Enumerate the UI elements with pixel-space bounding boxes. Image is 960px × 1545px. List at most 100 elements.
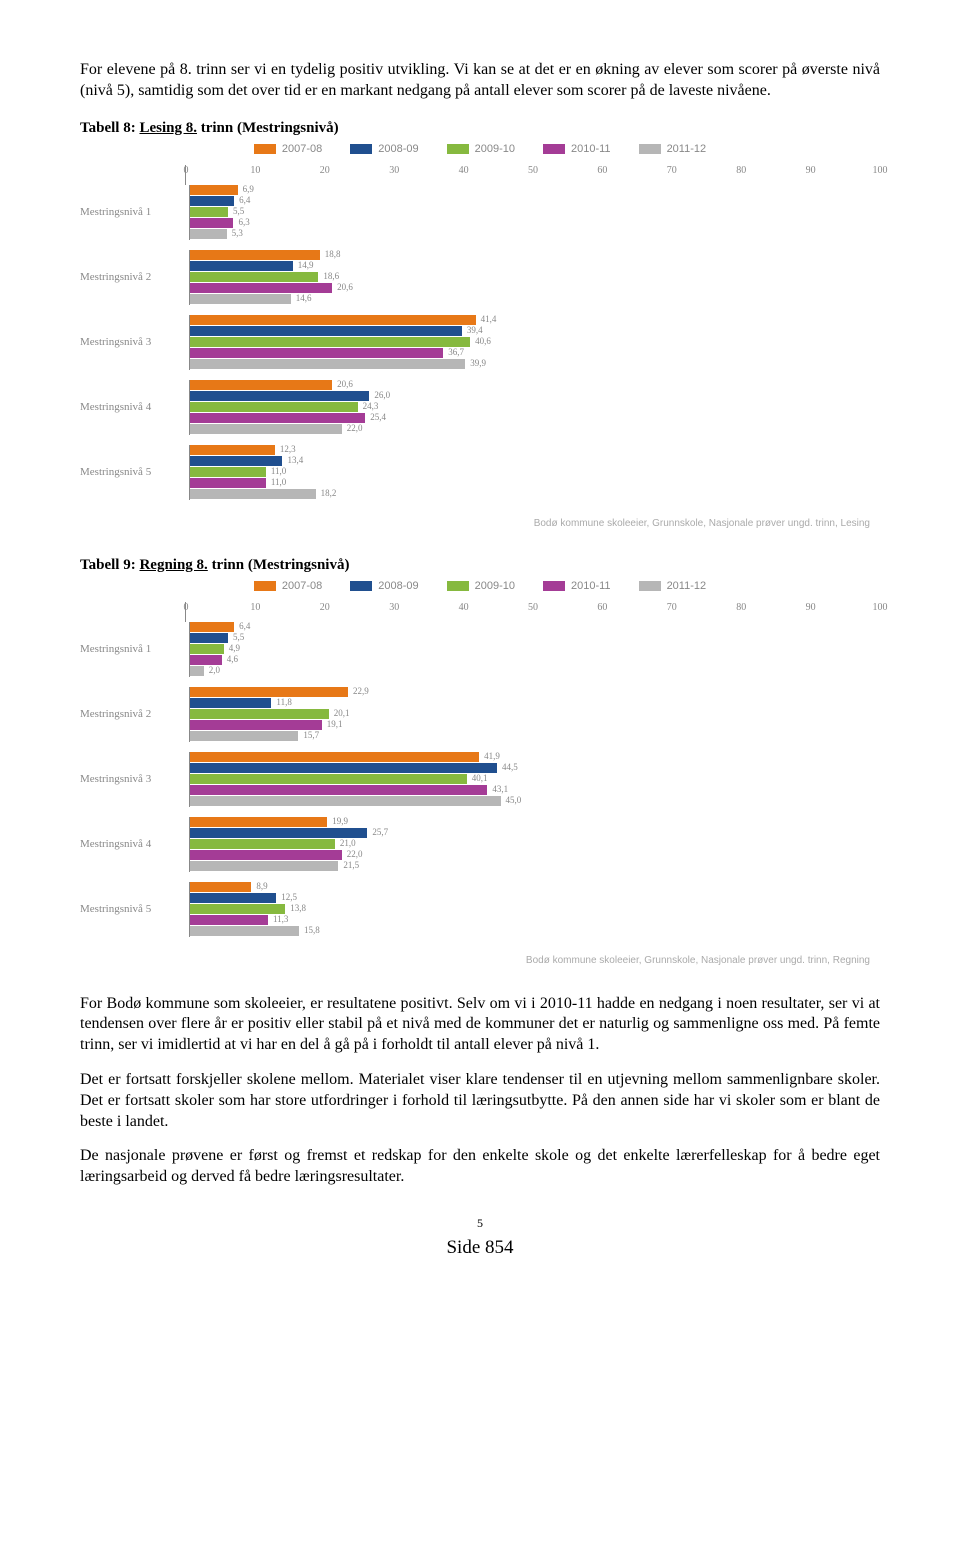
chart-source: Bodø kommune skoleeier, Grunnskole, Nasj… xyxy=(80,955,870,966)
body-paragraph-3: De nasjonale prøvene er først og fremst … xyxy=(80,1146,880,1188)
bar-row: 14,6 xyxy=(190,294,880,304)
legend-swatch xyxy=(447,581,469,591)
bar-row: 13,8 xyxy=(190,904,880,914)
chart-group: Mestringsnivå 512,313,411,011,018,2 xyxy=(80,445,880,500)
bar-value-label: 18,6 xyxy=(318,271,339,281)
axis-tick-label: 20 xyxy=(320,165,330,176)
bar xyxy=(190,250,320,260)
legend-item: 2007-08 xyxy=(254,580,322,592)
bar-value-label: 11,0 xyxy=(266,477,286,487)
x-axis: 0102030405060708090100 xyxy=(185,602,880,622)
bar-value-label: 11,0 xyxy=(266,466,286,476)
bar xyxy=(190,839,335,849)
bar-row: 21,0 xyxy=(190,839,880,849)
bar-value-label: 14,9 xyxy=(293,260,314,270)
legend-swatch xyxy=(543,144,565,154)
bar-row: 12,3 xyxy=(190,445,880,455)
bar-row: 40,6 xyxy=(190,337,880,347)
group-label: Mestringsnivå 2 xyxy=(80,708,189,720)
bar-row: 19,9 xyxy=(190,817,880,827)
bar xyxy=(190,785,487,795)
axis-tick-label: 10 xyxy=(250,165,260,176)
legend-label: 2009-10 xyxy=(475,580,515,592)
group-label: Mestringsnivå 4 xyxy=(80,838,189,850)
group-label: Mestringsnivå 4 xyxy=(80,401,189,413)
bar-value-label: 24,3 xyxy=(358,401,379,411)
chart-group: Mestringsnivå 218,814,918,620,614,6 xyxy=(80,250,880,305)
group-label: Mestringsnivå 3 xyxy=(80,773,189,785)
group-label: Mestringsnivå 1 xyxy=(80,643,189,655)
bar-value-label: 41,9 xyxy=(479,751,500,761)
bar-value-label: 40,1 xyxy=(467,773,488,783)
legend-label: 2011-12 xyxy=(667,143,707,155)
bar-value-label: 4,9 xyxy=(224,643,240,653)
legend-label: 2008-09 xyxy=(378,143,418,155)
bar-value-label: 11,8 xyxy=(271,697,291,707)
bar-row: 24,3 xyxy=(190,402,880,412)
bar xyxy=(190,326,462,336)
bar xyxy=(190,348,443,358)
group-label: Mestringsnivå 2 xyxy=(80,271,189,283)
bar-row: 6,4 xyxy=(190,196,880,206)
bar-row: 43,1 xyxy=(190,785,880,795)
axis-tick-label: 60 xyxy=(597,602,607,613)
bar-row: 41,4 xyxy=(190,315,880,325)
bar-value-label: 40,6 xyxy=(470,336,491,346)
bar xyxy=(190,861,338,871)
legend-item: 2010-11 xyxy=(543,580,611,592)
bar-row: 11,0 xyxy=(190,467,880,477)
axis-tick-label: 30 xyxy=(389,602,399,613)
bar xyxy=(190,633,228,643)
bar-row: 12,5 xyxy=(190,893,880,903)
legend-item: 2009-10 xyxy=(447,580,515,592)
axis-tick-label: 0 xyxy=(184,165,189,176)
legend-swatch xyxy=(639,581,661,591)
bar-value-label: 6,4 xyxy=(234,621,250,631)
bar-row: 4,9 xyxy=(190,644,880,654)
legend-item: 2010-11 xyxy=(543,143,611,155)
bar-value-label: 5,5 xyxy=(228,632,244,642)
bar-row: 6,3 xyxy=(190,218,880,228)
chart-group: Mestringsnivå 419,925,721,022,021,5 xyxy=(80,817,880,872)
bars-column: 41,944,540,143,145,0 xyxy=(189,752,880,807)
bars-column: 6,96,45,56,35,3 xyxy=(189,185,880,240)
chart-legend: 2007-082008-092009-102010-112011-12 xyxy=(80,143,880,155)
legend-item: 2011-12 xyxy=(639,580,707,592)
bar-row: 8,9 xyxy=(190,882,880,892)
bar-value-label: 4,6 xyxy=(222,654,238,664)
bar-value-label: 20,6 xyxy=(332,379,353,389)
bar-value-label: 5,5 xyxy=(228,206,244,216)
bar xyxy=(190,622,234,632)
bar-row: 18,2 xyxy=(190,489,880,499)
bar-row: 19,1 xyxy=(190,720,880,730)
bar xyxy=(190,763,497,773)
chart-legend: 2007-08 2008-09 2009-10 2010-11 2011-12 xyxy=(80,580,880,592)
bar-row: 22,9 xyxy=(190,687,880,697)
bar-row: 39,4 xyxy=(190,326,880,336)
bar-row: 20,6 xyxy=(190,283,880,293)
bar xyxy=(190,774,467,784)
bar xyxy=(190,828,367,838)
legend-label: 2008-09 xyxy=(378,580,418,592)
bar xyxy=(190,445,275,455)
side-label: Side 854 xyxy=(80,1237,880,1259)
intro-paragraph: For elevene på 8. trinn ser vi en tydeli… xyxy=(80,60,880,102)
legend-item: 2007-08 xyxy=(254,143,322,155)
bar-value-label: 18,2 xyxy=(316,488,337,498)
table9-heading: Tabell 9: Regning 8. trinn (Mestringsniv… xyxy=(80,557,880,574)
bar-value-label: 19,1 xyxy=(322,719,343,729)
group-label: Mestringsnivå 1 xyxy=(80,206,189,218)
axis-tick-label: 50 xyxy=(528,165,538,176)
bar xyxy=(190,391,369,401)
bar-value-label: 15,8 xyxy=(299,925,320,935)
axis-tick-label: 30 xyxy=(389,165,399,176)
bar-value-label: 8,9 xyxy=(251,881,267,891)
bar-row: 40,1 xyxy=(190,774,880,784)
axis-tick-label: 90 xyxy=(806,602,816,613)
bar-row: 44,5 xyxy=(190,763,880,773)
bar xyxy=(190,261,293,271)
bar xyxy=(190,655,222,665)
bar-row: 6,4 xyxy=(190,622,880,632)
bar-value-label: 12,5 xyxy=(276,892,297,902)
bar xyxy=(190,687,348,697)
